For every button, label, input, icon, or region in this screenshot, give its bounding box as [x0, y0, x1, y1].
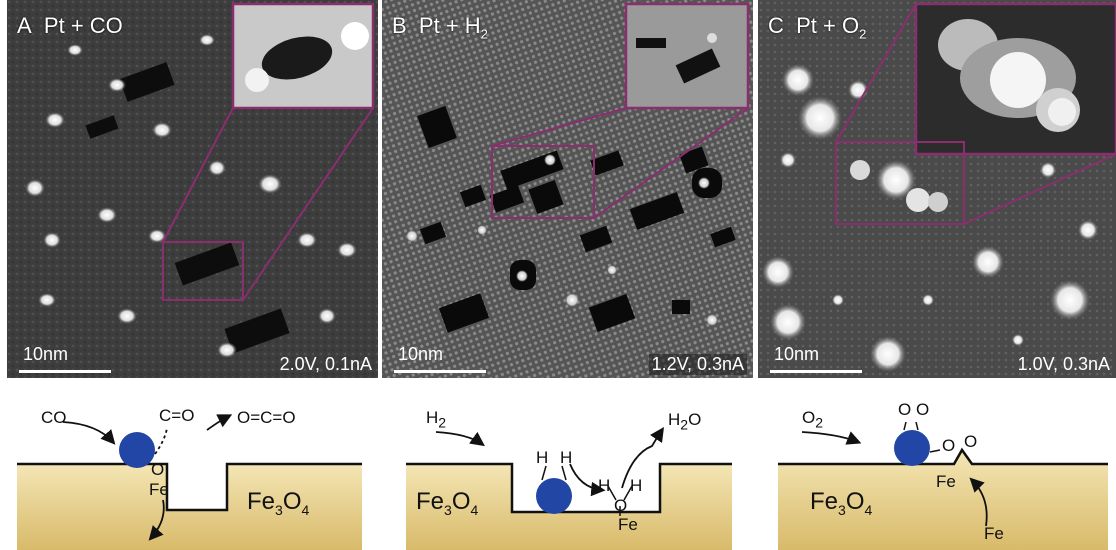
pt-particle-a: [119, 432, 155, 468]
scale-bar-b: [394, 370, 486, 373]
panel-label-b: B Pt + H2: [392, 13, 488, 42]
co-bond-label: C=O: [159, 406, 195, 425]
o-label-c2: O: [964, 432, 978, 451]
panel-label-a: A Pt + CO: [17, 13, 123, 38]
tunneling-params-a: 2.0V, 0.1nA: [279, 354, 372, 374]
fe3o4-label-c: Fe3O4: [810, 488, 873, 518]
fe-label-a: Fe: [149, 480, 169, 499]
co2-label: O=C=O: [237, 408, 296, 427]
h-label-1: H: [536, 448, 549, 467]
pt-particle-c: [894, 430, 930, 466]
co-label: CO: [41, 408, 67, 427]
fe3o4-label-a: Fe3O4: [247, 488, 310, 518]
scale-bar-c: [770, 370, 862, 373]
stm-image-b: [382, 0, 753, 378]
pt-particle-b: [536, 478, 572, 514]
fe-label-c2: Fe: [984, 524, 1004, 543]
fe-label-c1: Fe: [936, 472, 956, 491]
h2-label: H2: [426, 408, 447, 431]
roi-box-a: [162, 241, 244, 301]
o-label-a: O: [151, 460, 165, 479]
h-label-3: H: [598, 476, 611, 495]
stm-panel-c: C Pt + O2 10nm 1.0V, 0.3nA: [758, 0, 1116, 378]
reaction-scheme-c: O2 O O O O Fe Fe Fe3O4: [758, 380, 1116, 550]
o-label-c1: O: [942, 436, 956, 455]
scale-bar-a: [19, 370, 111, 373]
reaction-scheme-a: CO C=O O=C=O O Fe Fe3O4: [7, 380, 378, 550]
roi-particles-c: [850, 160, 948, 212]
h2o-label: H2O: [668, 410, 702, 433]
o-label-b: O: [614, 496, 628, 515]
h-label-2: H: [560, 448, 573, 467]
roi-box-c: [835, 141, 965, 225]
scale-bar-label-c: 10nm: [774, 344, 820, 364]
fe3o4-label-b: Fe3O4: [416, 488, 479, 518]
stm-image-c: [758, 0, 1116, 378]
stm-image-a: [7, 0, 378, 378]
oo-label: O O: [898, 400, 930, 419]
o2-label: O2: [802, 408, 824, 431]
inset-zoom-b: [624, 2, 750, 110]
stm-panel-a: A Pt + CO 10nm 2.0V, 0.1nA: [7, 0, 378, 378]
roi-box-b: [491, 145, 595, 219]
scale-bar-label-b: 10nm: [398, 344, 444, 364]
tunneling-params-b: 1.2V, 0.3nA: [648, 354, 747, 375]
fe-label-b: Fe: [618, 515, 638, 534]
stm-panel-b: B Pt + H2 10nm 1.2V, 0.3nA: [382, 0, 753, 378]
reaction-scheme-b: H2 H2O H H H H O Fe Fe3O4: [382, 380, 753, 550]
h-label-4: H: [630, 476, 643, 495]
tunneling-params-c: 1.0V, 0.3nA: [1017, 354, 1110, 374]
scale-bar-label-a: 10nm: [23, 344, 69, 364]
panel-label-c: C Pt + O2: [768, 13, 867, 42]
